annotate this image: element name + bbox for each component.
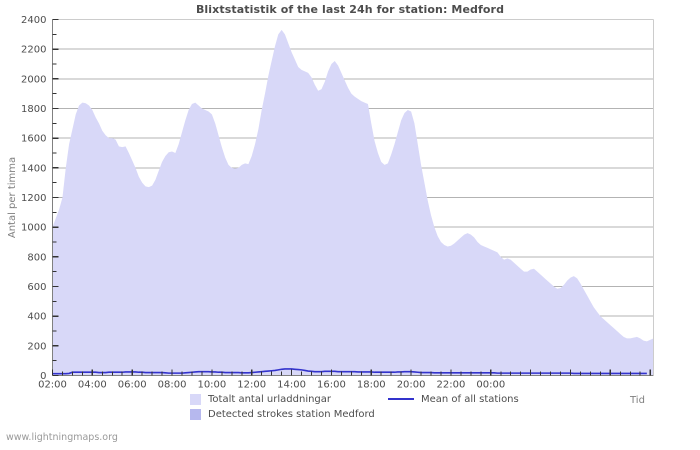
svg-text:00:00: 00:00 [476, 380, 505, 391]
svg-text:06:00: 06:00 [118, 380, 147, 391]
svg-text:1800: 1800 [21, 104, 46, 115]
footer-url: www.lightningmaps.org [6, 432, 118, 443]
svg-text:800: 800 [27, 252, 46, 263]
svg-text:1400: 1400 [21, 163, 46, 174]
legend-item-mean: Mean of all stations [388, 392, 519, 407]
x-axis-title: Tid [630, 395, 645, 406]
svg-text:04:00: 04:00 [78, 380, 107, 391]
svg-text:16:00: 16:00 [317, 380, 346, 391]
svg-text:2200: 2200 [21, 45, 46, 56]
svg-text:600: 600 [27, 282, 46, 293]
legend-column-left: Totalt antal urladdningar Detected strok… [190, 392, 375, 422]
legend-item-station: Detected strokes station Medford [190, 407, 375, 422]
svg-text:18:00: 18:00 [357, 380, 386, 391]
legend-column-right: Mean of all stations [388, 392, 519, 407]
svg-text:0: 0 [40, 371, 46, 382]
svg-text:1000: 1000 [21, 223, 46, 234]
legend-swatch-total [190, 394, 201, 405]
svg-text:1200: 1200 [21, 193, 46, 204]
svg-text:200: 200 [27, 341, 46, 352]
legend-label-station: Detected strokes station Medford [208, 409, 375, 420]
svg-text:22:00: 22:00 [437, 380, 466, 391]
svg-text:14:00: 14:00 [277, 380, 306, 391]
legend-line-mean [388, 394, 414, 405]
svg-text:2400: 2400 [21, 15, 46, 26]
legend-label-total: Totalt antal urladdningar [208, 394, 332, 405]
legend-label-mean: Mean of all stations [421, 394, 519, 405]
legend-item-total: Totalt antal urladdningar [190, 392, 375, 407]
svg-text:02:00: 02:00 [38, 380, 67, 391]
svg-text:400: 400 [27, 312, 46, 323]
svg-text:20:00: 20:00 [397, 380, 426, 391]
svg-text:2000: 2000 [21, 74, 46, 85]
svg-text:Antal per timma: Antal per timma [7, 157, 18, 238]
chart-title: Blixtstatistik of the last 24h for stati… [195, 3, 505, 16]
legend-swatch-station [190, 409, 201, 420]
chart-legend: Totalt antal urladdningar Detected strok… [0, 392, 700, 422]
svg-text:08:00: 08:00 [158, 380, 187, 391]
svg-text:12:00: 12:00 [237, 380, 266, 391]
svg-text:1600: 1600 [21, 134, 46, 145]
svg-text:10:00: 10:00 [197, 380, 226, 391]
